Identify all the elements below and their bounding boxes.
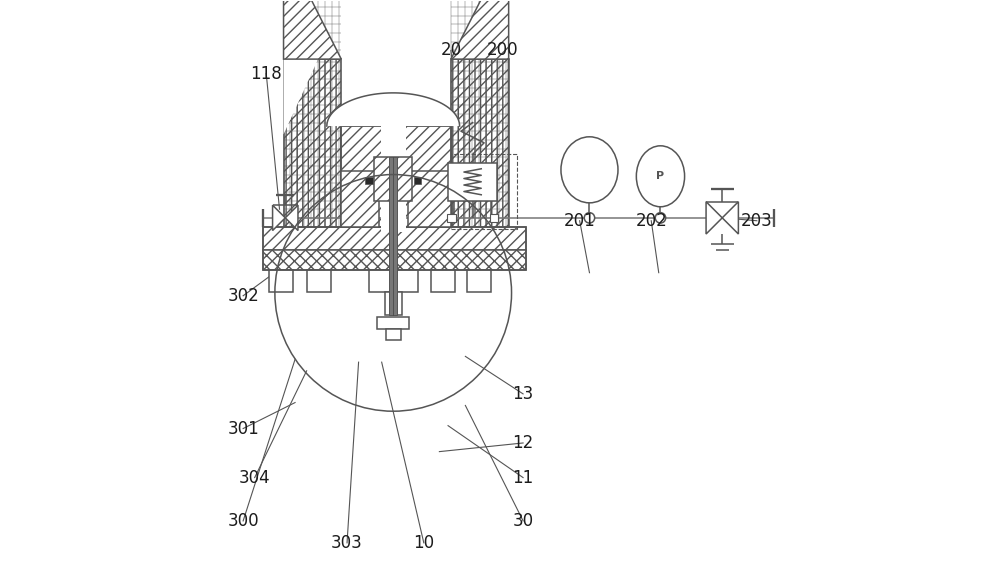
Text: 118: 118 [250,64,282,82]
Ellipse shape [561,137,618,203]
Bar [451,154,517,230]
Bar [365,176,373,184]
Text: 201: 201 [564,212,596,230]
Bar [389,157,397,315]
Bar [448,163,497,201]
Bar [269,270,293,292]
Bar [408,171,451,227]
Text: 202: 202 [635,212,667,230]
Text: 11: 11 [512,469,534,487]
Bar [490,214,498,222]
Bar [467,270,491,292]
Bar [263,227,526,270]
Polygon shape [722,202,738,234]
Text: 302: 302 [227,287,259,304]
Text: 10: 10 [413,534,434,552]
Text: 301: 301 [227,419,259,437]
Polygon shape [284,0,344,59]
Bar [451,59,509,227]
Polygon shape [284,59,318,135]
Circle shape [584,213,595,223]
Bar [263,251,526,270]
Bar [307,270,331,292]
Bar [374,157,412,201]
Bar [451,59,509,227]
Text: 304: 304 [239,469,270,487]
Bar [431,270,455,292]
Bar [284,59,341,227]
Polygon shape [273,205,285,230]
Text: 300: 300 [227,512,259,530]
Polygon shape [285,205,298,230]
Text: 30: 30 [513,512,534,530]
Bar [341,126,451,227]
Bar [447,214,456,222]
Text: 12: 12 [512,434,534,452]
Text: 20: 20 [440,41,461,60]
Text: 203: 203 [741,212,773,230]
Bar [414,176,421,184]
Text: P: P [656,171,665,182]
Bar [369,270,418,292]
Ellipse shape [636,146,685,206]
Bar [263,227,526,251]
Bar [284,59,341,227]
Bar [341,126,451,227]
Polygon shape [448,0,509,59]
Bar [385,292,402,315]
Bar [386,329,401,340]
Text: 200: 200 [487,41,519,60]
Bar [377,317,409,329]
Bar [341,171,379,227]
Polygon shape [706,202,722,234]
Circle shape [655,213,666,223]
Text: 303: 303 [331,534,363,552]
Text: 13: 13 [512,385,534,403]
Bar [381,45,406,232]
